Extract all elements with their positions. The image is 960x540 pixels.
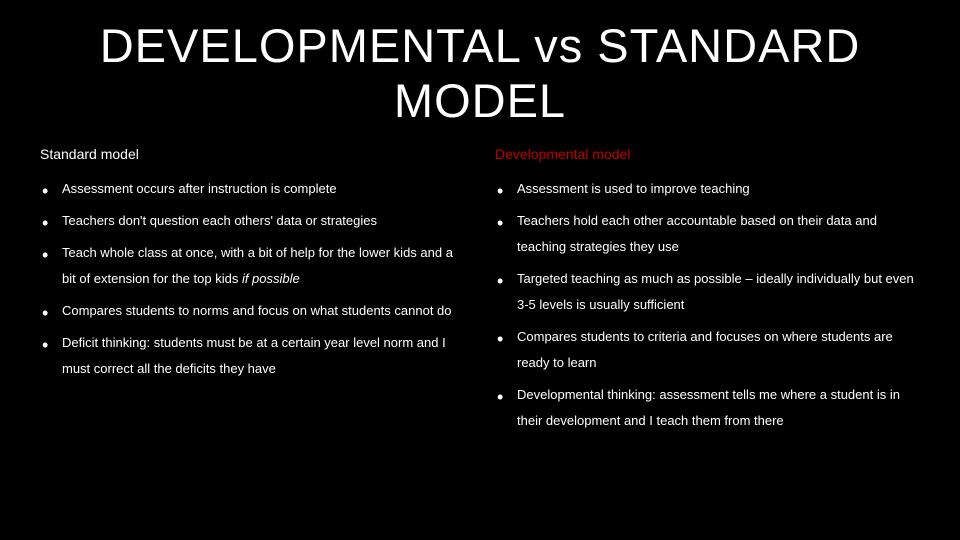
- list-item: Deficit thinking: students must be at a …: [40, 330, 465, 382]
- left-list: Assessment occurs after instruction is c…: [40, 176, 465, 382]
- slide: DEVELOPMENTAL vs STANDARD MODEL Standard…: [0, 0, 960, 540]
- list-item: Assessment occurs after instruction is c…: [40, 176, 465, 202]
- right-column-header: Developmental model: [495, 146, 920, 162]
- list-item: Compares students to norms and focus on …: [40, 298, 465, 324]
- list-item: Teachers don't question each others' dat…: [40, 208, 465, 234]
- list-item: Assessment is used to improve teaching: [495, 176, 920, 202]
- list-item: Developmental thinking: assessment tells…: [495, 382, 920, 434]
- right-list: Assessment is used to improve teaching T…: [495, 176, 920, 434]
- left-column: Standard model Assessment occurs after i…: [40, 146, 465, 440]
- list-item: Compares students to criteria and focuse…: [495, 324, 920, 376]
- right-column: Developmental model Assessment is used t…: [495, 146, 920, 440]
- list-item: Teachers hold each other accountable bas…: [495, 208, 920, 260]
- list-item: Teach whole class at once, with a bit of…: [40, 240, 465, 292]
- slide-title: DEVELOPMENTAL vs STANDARD MODEL: [40, 18, 920, 128]
- list-item: Targeted teaching as much as possible – …: [495, 266, 920, 318]
- columns: Standard model Assessment occurs after i…: [40, 146, 920, 440]
- left-column-header: Standard model: [40, 146, 465, 162]
